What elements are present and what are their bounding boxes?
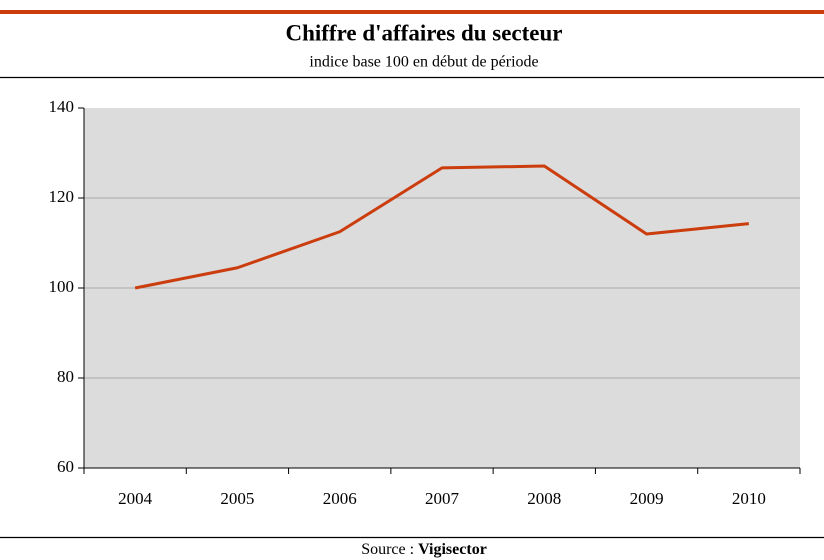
x-tick-label: 2004 bbox=[118, 489, 153, 508]
x-tick-label: 2006 bbox=[323, 489, 357, 508]
source: Source : Vigisector bbox=[361, 541, 487, 558]
chart-title: Chiffre d'affaires du secteur bbox=[285, 20, 562, 45]
y-tick-label: 120 bbox=[49, 187, 75, 206]
x-tick-label: 2005 bbox=[220, 489, 254, 508]
y-tick-label: 140 bbox=[49, 97, 75, 116]
top-bar bbox=[0, 10, 824, 14]
data-line bbox=[134, 164, 750, 290]
source-label: Source : bbox=[361, 541, 414, 558]
x-tick-label: 2009 bbox=[630, 489, 664, 508]
chart-subtitle: indice base 100 en début de période bbox=[309, 54, 538, 71]
x-tick-label: 2008 bbox=[527, 489, 561, 508]
x-tick-label: 2007 bbox=[425, 489, 460, 508]
source-name: Vigisector bbox=[418, 541, 487, 558]
y-tick-label: 60 bbox=[57, 457, 74, 476]
x-tick-label: 2010 bbox=[732, 489, 766, 508]
y-tick-label: 100 bbox=[49, 277, 75, 296]
y-tick-label: 80 bbox=[57, 367, 74, 386]
